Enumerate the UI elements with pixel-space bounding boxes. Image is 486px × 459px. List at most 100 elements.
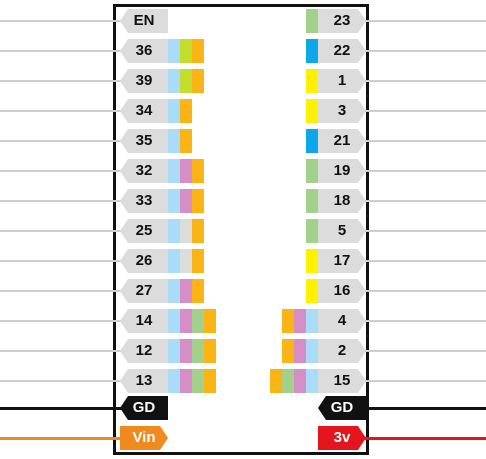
swatch-12-purple xyxy=(180,339,192,363)
swatch-15-orange xyxy=(270,369,282,393)
swatch-27-light_blue xyxy=(168,279,180,303)
swatch-33-orange xyxy=(192,189,204,213)
pin-23: 23 xyxy=(318,9,366,33)
swatch-5-green xyxy=(306,219,318,243)
wire-left-39 xyxy=(0,80,128,82)
swatch-27-orange xyxy=(192,279,204,303)
swatch-33-light_blue xyxy=(168,189,180,213)
gnd-left-pin: GD xyxy=(120,396,168,420)
swatch-22-blue xyxy=(306,39,318,63)
wire-right-3 xyxy=(358,110,486,112)
wire-left-26 xyxy=(0,260,128,262)
v3-pin: 3v xyxy=(318,426,366,450)
wire-left-34 xyxy=(0,110,128,112)
wire-right-4 xyxy=(358,320,486,322)
swatch-14-orange xyxy=(204,309,216,333)
wire-left-25 xyxy=(0,230,128,232)
swatch-4-light_blue xyxy=(306,309,318,333)
swatch-35-light_blue xyxy=(168,129,180,153)
pin-33: 33 xyxy=(120,189,168,213)
gnd-right-pin: GD xyxy=(318,396,366,420)
swatch-34-light_blue xyxy=(168,99,180,123)
pin-22: 22 xyxy=(318,39,366,63)
swatch-25-grey xyxy=(180,219,192,243)
wire-left-36 xyxy=(0,50,128,52)
pin-17: 17 xyxy=(318,249,366,273)
swatch-12-orange xyxy=(204,339,216,363)
pin-36: 36 xyxy=(120,39,168,63)
wire-right-1 xyxy=(358,80,486,82)
swatch-13-green xyxy=(192,369,204,393)
swatch-15-purple xyxy=(294,369,306,393)
pin-26: 26 xyxy=(120,249,168,273)
wire-right-15 xyxy=(358,380,486,382)
pin-4: 4 xyxy=(318,309,366,333)
swatch-19-green xyxy=(306,159,318,183)
wire-right-16 xyxy=(358,290,486,292)
swatch-4-purple xyxy=(294,309,306,333)
swatch-14-purple xyxy=(180,309,192,333)
swatch-26-grey xyxy=(180,249,192,273)
wire-right-23 xyxy=(358,20,486,22)
swatch-1-yellow xyxy=(306,69,318,93)
pin-39: 39 xyxy=(120,69,168,93)
swatch-14-light_blue xyxy=(168,309,180,333)
wire-gnd-right xyxy=(358,407,486,410)
swatch-33-purple xyxy=(180,189,192,213)
swatch-16-yellow xyxy=(306,279,318,303)
wire-right-2 xyxy=(358,350,486,352)
wire-left-12 xyxy=(0,350,128,352)
pin-5: 5 xyxy=(318,219,366,243)
pin-2: 2 xyxy=(318,339,366,363)
pin-EN: EN xyxy=(120,9,168,33)
pin-13: 13 xyxy=(120,369,168,393)
swatch-26-orange xyxy=(192,249,204,273)
pin-15: 15 xyxy=(318,369,366,393)
pin-27: 27 xyxy=(120,279,168,303)
swatch-17-yellow xyxy=(306,249,318,273)
pin-3: 3 xyxy=(318,99,366,123)
pin-35: 35 xyxy=(120,129,168,153)
wire-right-17 xyxy=(358,260,486,262)
swatch-13-light_blue xyxy=(168,369,180,393)
swatch-35-orange xyxy=(180,129,192,153)
pin-18: 18 xyxy=(318,189,366,213)
pin-34: 34 xyxy=(120,99,168,123)
swatch-4-orange xyxy=(282,309,294,333)
swatch-2-orange xyxy=(282,339,294,363)
swatch-39-light_blue xyxy=(168,69,180,93)
wire-gnd-left xyxy=(0,407,128,410)
swatch-26-light_blue xyxy=(168,249,180,273)
swatch-25-light_blue xyxy=(168,219,180,243)
pin-19: 19 xyxy=(318,159,366,183)
swatch-39-orange xyxy=(192,69,204,93)
wire-right-21 xyxy=(358,140,486,142)
swatch-14-green xyxy=(192,309,204,333)
swatch-34-orange xyxy=(180,99,192,123)
wire-left-27 xyxy=(0,290,128,292)
swatch-15-light_blue xyxy=(306,369,318,393)
swatch-2-purple xyxy=(294,339,306,363)
wire-left-35 xyxy=(0,140,128,142)
wire-3v xyxy=(358,437,486,440)
pin-16: 16 xyxy=(318,279,366,303)
pin-12: 12 xyxy=(120,339,168,363)
wire-left-EN xyxy=(0,20,128,22)
swatch-13-purple xyxy=(180,369,192,393)
swatch-13-orange xyxy=(204,369,216,393)
swatch-3-yellow xyxy=(306,99,318,123)
swatch-36-yellow_green xyxy=(180,39,192,63)
pin-32: 32 xyxy=(120,159,168,183)
swatch-23-green xyxy=(306,9,318,33)
pin-14: 14 xyxy=(120,309,168,333)
wire-left-13 xyxy=(0,380,128,382)
wire-vin xyxy=(0,437,128,440)
wire-right-18 xyxy=(358,200,486,202)
swatch-27-purple xyxy=(180,279,192,303)
swatch-15-green xyxy=(282,369,294,393)
swatch-32-purple xyxy=(180,159,192,183)
swatch-36-light_blue xyxy=(168,39,180,63)
swatch-18-green xyxy=(306,189,318,213)
wire-right-22 xyxy=(358,50,486,52)
